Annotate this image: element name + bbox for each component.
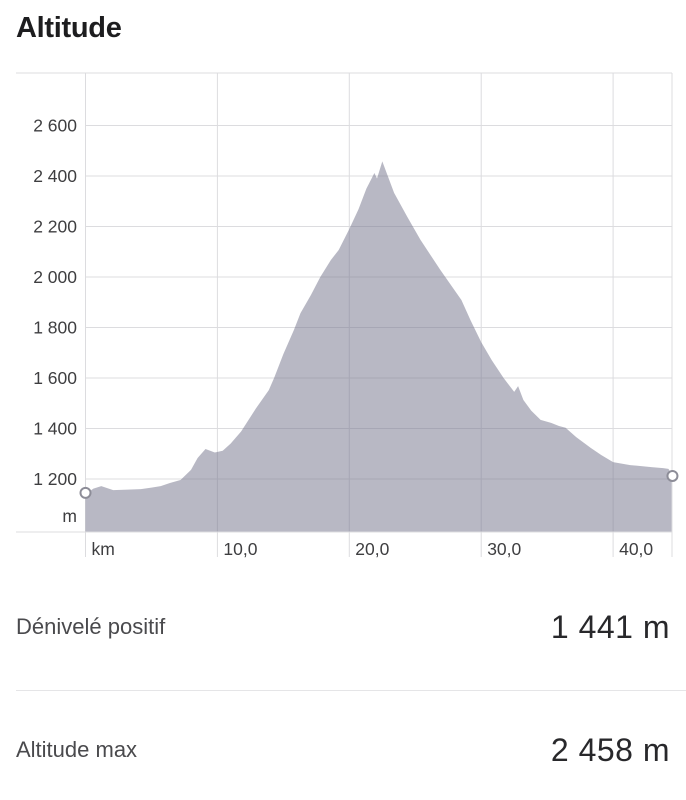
y-tick-label: 2 400 — [33, 166, 77, 186]
y-tick-label: 1 400 — [33, 419, 77, 439]
stat-row-altitude-max: Altitude max 2 458 m — [16, 715, 670, 785]
altitude-area-chart-svg[interactable]: 2 600 2 400 2 200 2 000 1 800 1 600 1 400 1 200… — [0, 0, 686, 567]
stats-divider — [16, 690, 686, 691]
start-point-marker — [79, 486, 92, 499]
stat-value-altitude-max: 2 458 m — [550, 731, 670, 768]
stat-label-denivele-positif: Dénivelé positif — [16, 614, 166, 639]
y-tick-label: 1 800 — [33, 318, 77, 338]
end-point-marker — [666, 469, 679, 482]
stat-label-altitude-max: Altitude max — [16, 737, 138, 762]
x-tick-label: km — [92, 539, 115, 559]
y-tick-label: 2 000 — [33, 267, 77, 287]
stat-value-denivele-positif: 1 441 m — [550, 608, 670, 645]
x-tick-label: 10,0 — [223, 539, 257, 559]
y-tick-label: 1 600 — [33, 368, 77, 388]
x-tick-label: 20,0 — [355, 539, 389, 559]
altitude-area-fill — [85, 161, 673, 532]
stat-row-denivele-positif: Dénivelé positif 1 441 m — [16, 592, 670, 662]
page-title: Altitude — [16, 12, 122, 44]
y-tick-label: 2 200 — [33, 217, 77, 237]
y-tick-label: 1 200 — [33, 469, 77, 489]
altitude-chart[interactable]: 2 600 2 400 2 200 2 000 1 800 1 600 1 400 1 200… — [0, 0, 686, 567]
x-tick-label: 40,0 — [619, 539, 653, 559]
x-tick-label: 30,0 — [487, 539, 521, 559]
y-tick-label: 2 600 — [33, 116, 77, 136]
y-axis-unit-label: m — [62, 506, 77, 526]
